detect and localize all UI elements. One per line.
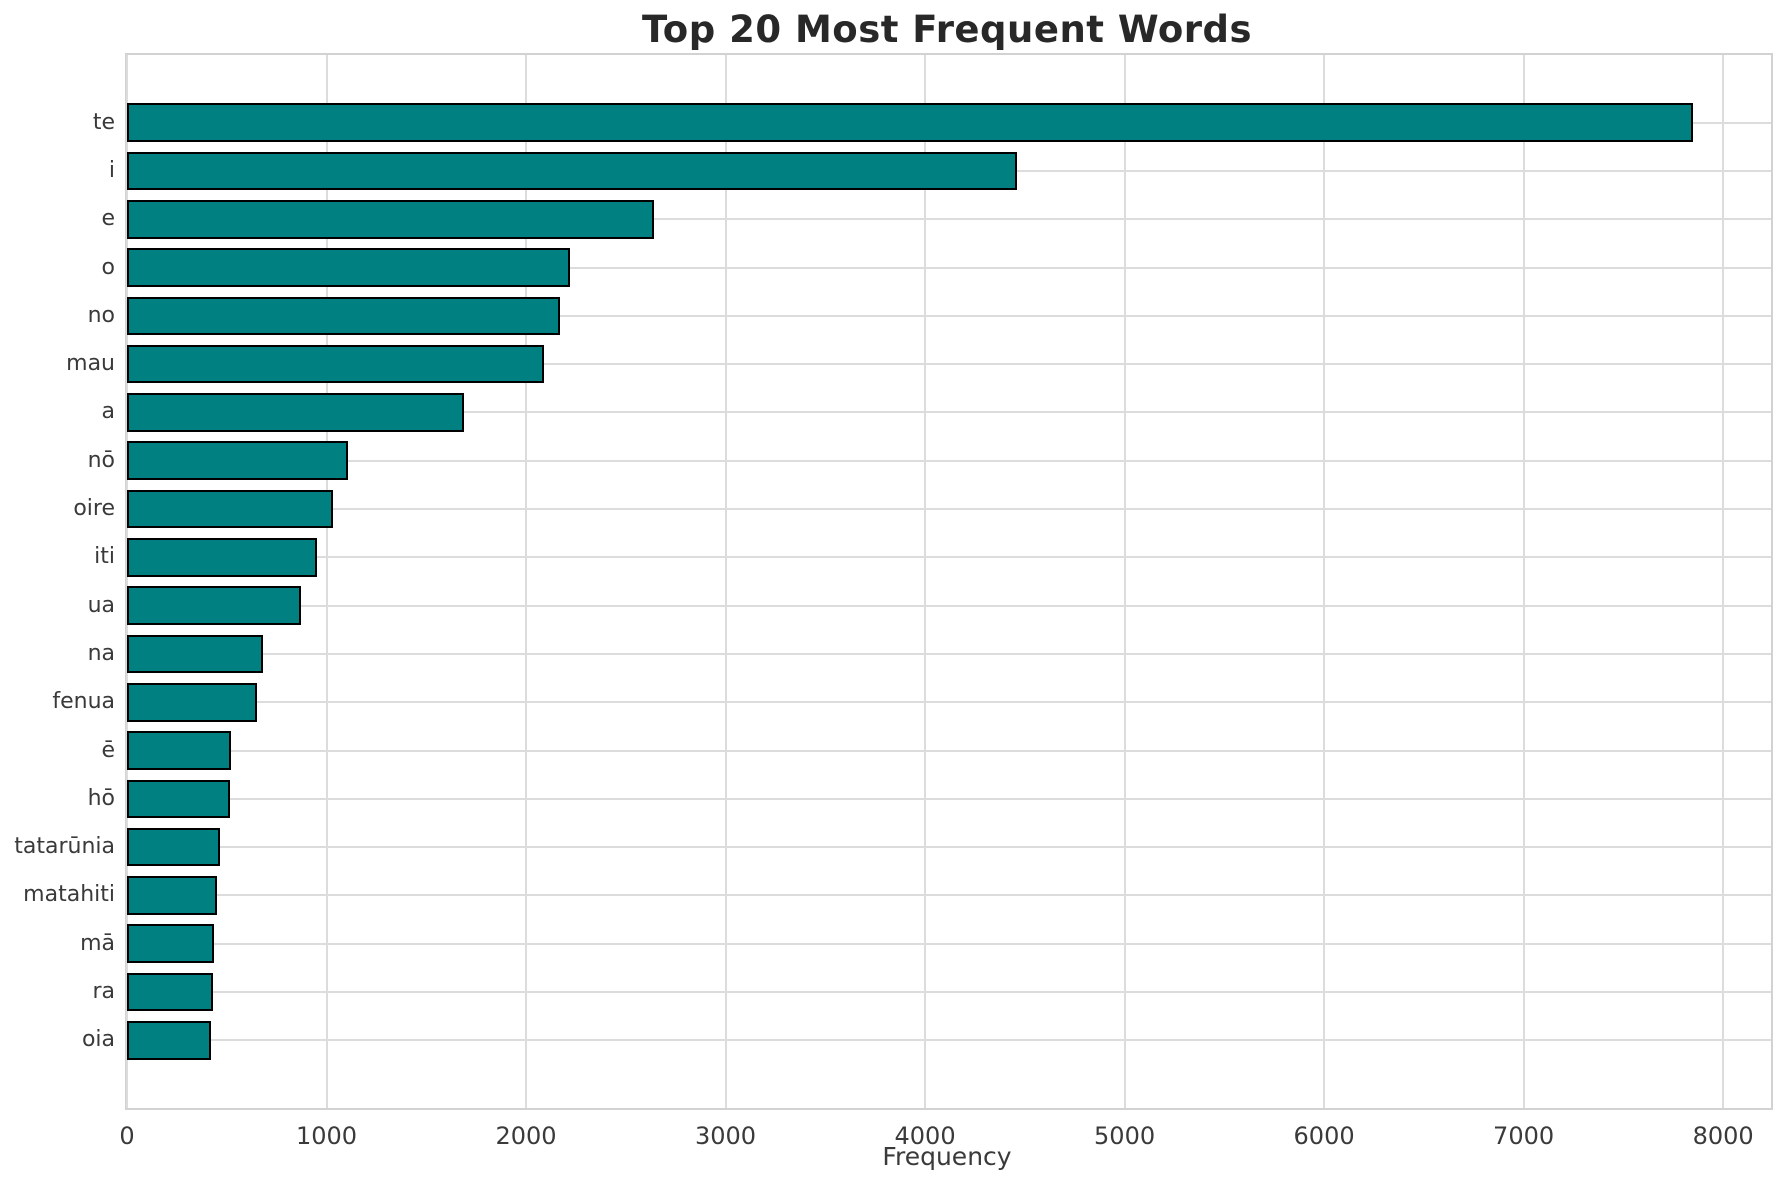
bar-tatarūnia <box>127 827 221 867</box>
bar-i <box>127 151 1017 191</box>
y-tick-label: na <box>87 640 115 666</box>
bar-hō <box>127 779 230 819</box>
bar-ua <box>127 586 301 625</box>
y-tick-label: ua <box>87 592 115 618</box>
gridline-y <box>127 749 1771 752</box>
y-tick-label: no <box>87 302 115 328</box>
gridline-y <box>127 459 1771 462</box>
gridline-x-2000 <box>525 55 528 1108</box>
y-tick-label: mā <box>80 930 115 956</box>
bar-mau <box>127 344 544 384</box>
gridline-y <box>127 701 1771 704</box>
gridline-y <box>127 411 1771 414</box>
y-tick-label: oire <box>73 496 115 522</box>
gridline-y <box>127 797 1771 800</box>
x-tick-label: 4000 <box>894 1122 956 1150</box>
gridline-y <box>127 556 1771 559</box>
gridline-y <box>127 1039 1771 1042</box>
y-tick-label: tatarūnia <box>14 834 115 860</box>
y-tick-label: i <box>108 157 115 183</box>
bar-o <box>127 248 570 287</box>
gridline-y <box>127 991 1771 994</box>
bar-ra <box>127 972 213 1012</box>
bar-e <box>127 199 654 239</box>
gridline-x-3000 <box>724 55 727 1108</box>
bar-no <box>127 296 560 336</box>
x-tick-label: 6000 <box>1293 1122 1355 1150</box>
gridline-x-4000 <box>924 55 927 1108</box>
bar-te <box>127 103 1694 142</box>
bar-ē <box>127 731 231 770</box>
y-tick-label: oia <box>81 1027 115 1053</box>
bar-oire <box>127 489 333 529</box>
bar-na <box>127 634 263 674</box>
gridline-x-6000 <box>1323 55 1326 1108</box>
gridline-x-7000 <box>1522 55 1525 1108</box>
y-tick-label: matahiti <box>23 882 115 908</box>
gridline-x-0 <box>126 55 128 1108</box>
gridline-y <box>127 363 1771 366</box>
y-tick-label: e <box>101 206 115 232</box>
gridline-y <box>127 846 1771 849</box>
bar-mā <box>127 924 214 964</box>
x-tick-label: 2000 <box>495 1122 557 1150</box>
bar-a <box>127 393 465 432</box>
bar-matahiti <box>127 876 218 915</box>
gridline-x-5000 <box>1123 55 1126 1108</box>
y-tick-label: iti <box>94 544 115 570</box>
gridline-y <box>127 508 1771 511</box>
x-tick-label: 1000 <box>295 1122 358 1150</box>
y-tick-label: mau <box>66 351 115 377</box>
y-tick-label: o <box>101 254 115 280</box>
y-tick-label: fenua <box>52 689 115 715</box>
gridline-y <box>127 942 1771 945</box>
bar-iti <box>127 538 317 577</box>
x-tick-label: 0 <box>119 1122 135 1150</box>
y-tick-label: nō <box>87 447 115 473</box>
bar-fenua <box>127 682 257 722</box>
x-tick-label: 8000 <box>1692 1122 1754 1150</box>
y-tick-label: ē <box>101 737 115 763</box>
y-tick-label: te <box>92 109 115 135</box>
bar-nō <box>127 441 349 481</box>
gridline-x-1000 <box>325 55 328 1108</box>
gridline-y <box>127 652 1771 655</box>
y-tick-label: ra <box>92 979 115 1005</box>
y-tick-label: hō <box>87 785 115 811</box>
gridline-x-8000 <box>1722 55 1725 1108</box>
gridline-y <box>127 314 1771 317</box>
gridline-y <box>127 218 1771 221</box>
gridline-y <box>127 266 1771 269</box>
plot-area: te i e o no mau a nō oire iti ua na fenua ē hō tatarūni… <box>14 53 1773 1150</box>
chart-title: Top 20 Most Frequent Words <box>641 8 1253 51</box>
gridline-y <box>127 604 1771 607</box>
bar-oia <box>127 1021 211 1060</box>
x-axis-label: Frequency <box>882 1142 1012 1171</box>
gridline-y <box>127 894 1771 897</box>
x-tick-label: 5000 <box>1094 1122 1156 1150</box>
x-tick-label: 3000 <box>694 1122 757 1150</box>
x-tick-label: 7000 <box>1493 1122 1555 1150</box>
y-tick-label: a <box>101 399 115 425</box>
